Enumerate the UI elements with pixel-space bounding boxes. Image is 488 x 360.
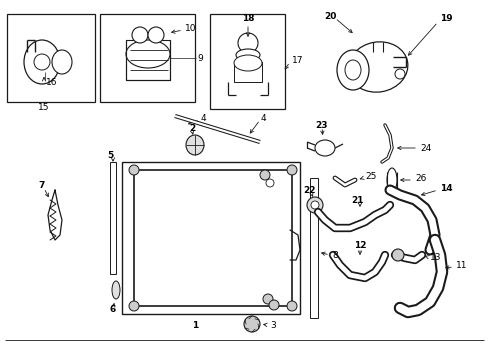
Ellipse shape xyxy=(286,301,296,311)
Bar xyxy=(110,162,116,274)
Ellipse shape xyxy=(345,60,360,80)
Ellipse shape xyxy=(238,33,258,53)
Text: 25: 25 xyxy=(364,171,376,180)
Ellipse shape xyxy=(234,55,262,71)
Ellipse shape xyxy=(24,40,60,84)
Ellipse shape xyxy=(185,135,203,155)
Text: 15: 15 xyxy=(38,103,50,112)
Ellipse shape xyxy=(310,201,318,209)
Text: 9: 9 xyxy=(197,54,203,63)
Text: 1: 1 xyxy=(191,320,198,329)
Ellipse shape xyxy=(129,301,139,311)
Ellipse shape xyxy=(394,69,404,79)
Text: 4: 4 xyxy=(200,113,205,122)
Bar xyxy=(7,14,95,102)
Ellipse shape xyxy=(129,165,139,175)
Ellipse shape xyxy=(260,170,269,180)
Text: 23: 23 xyxy=(315,121,327,130)
Text: 26: 26 xyxy=(414,174,426,183)
Text: 17: 17 xyxy=(291,55,303,64)
Text: 14: 14 xyxy=(439,184,452,193)
Ellipse shape xyxy=(268,300,279,310)
Text: 19: 19 xyxy=(439,14,452,23)
Ellipse shape xyxy=(306,197,323,213)
Ellipse shape xyxy=(236,49,260,61)
Text: 7: 7 xyxy=(39,180,45,189)
Text: 13: 13 xyxy=(429,252,441,261)
Bar xyxy=(122,162,299,314)
Ellipse shape xyxy=(52,50,72,74)
Ellipse shape xyxy=(148,27,163,43)
Ellipse shape xyxy=(391,249,403,261)
Text: 11: 11 xyxy=(455,261,467,270)
Ellipse shape xyxy=(347,42,407,92)
Ellipse shape xyxy=(336,50,368,90)
Ellipse shape xyxy=(386,168,396,192)
Bar xyxy=(209,14,285,109)
Bar xyxy=(234,62,262,82)
Text: 21: 21 xyxy=(351,195,364,204)
Ellipse shape xyxy=(34,54,50,70)
Ellipse shape xyxy=(112,281,120,299)
Ellipse shape xyxy=(314,140,334,156)
Bar xyxy=(100,14,195,102)
Ellipse shape xyxy=(244,316,260,332)
Ellipse shape xyxy=(132,27,148,43)
Text: 12: 12 xyxy=(353,240,366,249)
Text: 10: 10 xyxy=(184,23,196,32)
Ellipse shape xyxy=(263,294,272,304)
Text: 22: 22 xyxy=(303,185,316,194)
Text: 18: 18 xyxy=(241,14,254,23)
Text: 3: 3 xyxy=(269,320,275,329)
Text: 24: 24 xyxy=(419,144,430,153)
Text: 6: 6 xyxy=(110,306,116,315)
Ellipse shape xyxy=(126,40,170,68)
Text: 16: 16 xyxy=(46,77,58,86)
Text: 2: 2 xyxy=(188,123,195,132)
Ellipse shape xyxy=(286,165,296,175)
Text: 5: 5 xyxy=(107,150,113,159)
Text: 20: 20 xyxy=(323,12,336,21)
Text: 4: 4 xyxy=(260,113,265,122)
Ellipse shape xyxy=(265,179,273,187)
Text: 8: 8 xyxy=(331,251,337,260)
Bar xyxy=(309,178,317,318)
Bar xyxy=(126,40,170,80)
